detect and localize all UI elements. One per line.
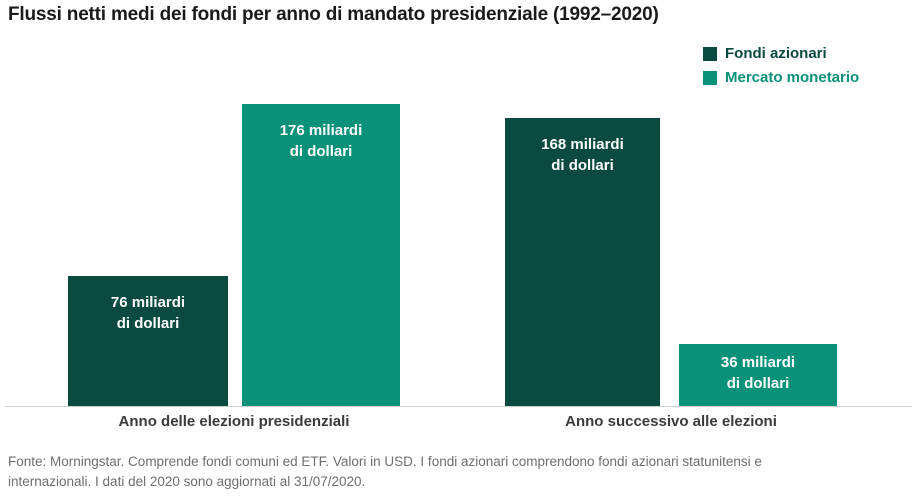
legend-label: Fondi azionari <box>725 45 827 62</box>
legend-swatch-icon <box>703 70 717 85</box>
bar-mercato-monetario-group1: 176 miliardi di dollari <box>242 104 400 406</box>
category-label-group2: Anno successivo alle elezioni <box>565 413 777 430</box>
legend-label: Mercato monetario <box>725 69 860 86</box>
bar-value-label: 176 miliardi di dollari <box>279 122 363 160</box>
source-note: Fonte: Morningstar. Comprende fondi comu… <box>8 454 762 489</box>
chart-title: Flussi netti medi dei fondi per anno di … <box>8 4 659 25</box>
category-label-group1: Anno delle elezioni presidenziali <box>118 413 350 430</box>
x-axis-line <box>5 406 912 407</box>
bar-mercato-monetario-group2: 36 miliardi di dollari <box>679 344 837 406</box>
bar-value-label: 36 miliardi di dollari <box>720 354 796 392</box>
legend: Fondi azionari Mercato monetario <box>703 45 859 86</box>
bar-fondi-azionari-group2: 168 miliardi di dollari <box>505 118 660 406</box>
legend-swatch-icon <box>703 46 717 61</box>
bar-value-label: 168 miliardi di dollari <box>541 136 624 174</box>
bar-fondi-azionari-group1: 76 miliardi di dollari <box>68 276 228 406</box>
legend-item-fondi-azionari: Fondi azionari <box>703 45 859 62</box>
bar-value-label: 76 miliardi di dollari <box>110 294 186 332</box>
legend-item-mercato-monetario: Mercato monetario <box>703 69 859 86</box>
